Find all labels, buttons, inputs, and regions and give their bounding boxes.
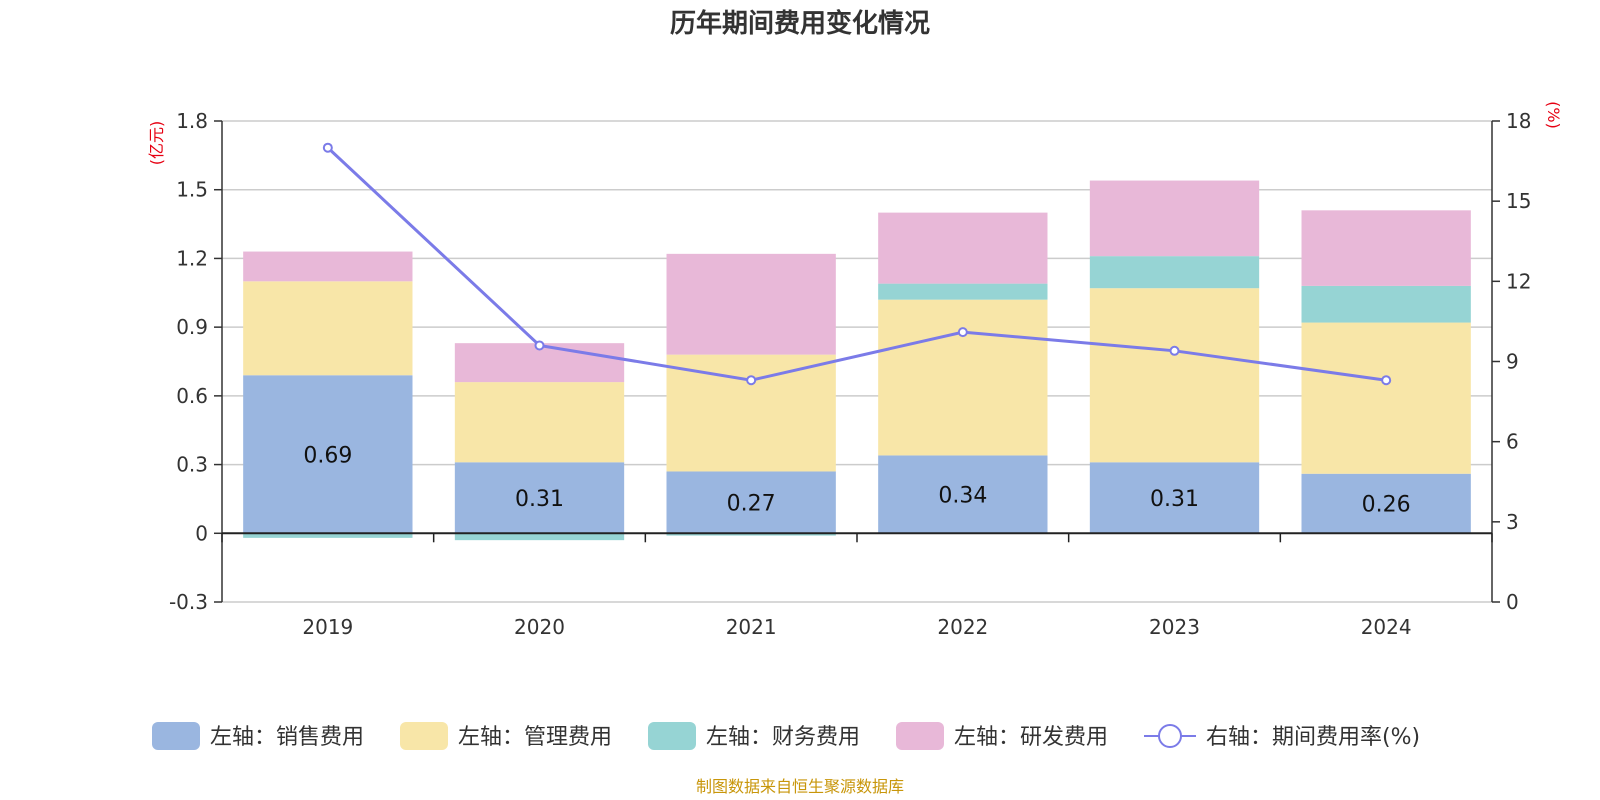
legend-label: 右轴：期间费用率(%) [1206,725,1420,750]
left-axis-unit: (亿元) [147,121,166,166]
bar-segment [454,382,625,463]
bar-segment [1301,210,1471,286]
left-axis-tick-label: 0.9 [176,315,208,339]
left-axis-tick-label: 1.5 [176,178,208,202]
legend-swatch [152,722,200,750]
bar-segment [1089,462,1260,534]
bar-segment [878,212,1048,284]
legend-label: 左轴：研发费用 [954,725,1108,750]
bar-data-label: 0.26 [1362,493,1411,518]
bar-layer [243,180,1471,541]
expense-rate-point [1169,345,1180,356]
right-axis-tick-label: 12 [1506,269,1531,293]
legend-label: 左轴：销售费用 [210,725,364,750]
legend-swatch [896,722,944,750]
bar-segment [1301,322,1471,474]
expense-rate-point [322,142,333,153]
bar-segment [454,533,625,541]
legend-swatch [648,722,696,750]
bar-segment [243,281,413,376]
bar-data-label: 0.27 [727,491,776,516]
expense-rate-point [534,340,545,351]
line-layer [322,142,1392,386]
bar-segment [878,299,1048,456]
legend-label: 左轴：管理费用 [458,725,612,750]
bar-segment [878,455,1048,534]
right-axis-tick-label: 0 [1506,590,1519,614]
right-axis-tick-label: 18 [1506,109,1531,133]
x-axis-category-label: 2022 [937,615,988,639]
bar-data-label: 0.31 [1150,487,1199,512]
left-axis-tick-label: -0.3 [169,590,208,614]
expense-rate-line [326,146,1387,382]
bar-segment [878,283,1048,300]
bar-data-label: 0.69 [303,443,352,468]
data-source-note: 制图数据来自恒生聚源数据库 [696,777,904,796]
bar-segment [243,251,413,282]
axes: -0.3 0 0.3 0.6 0.9 1.2 1.5 1.8 0 3 6 9 12 15 18 2019 202… [169,109,1531,639]
bar-data-label: 0.31 [515,487,564,512]
x-axis-category-label: 2021 [726,615,777,639]
right-axis-tick-label: 6 [1506,430,1519,454]
right-axis-unit: (%) [1544,101,1563,129]
left-axis-tick-label: 0 [195,521,208,545]
chart-title: 历年期间费用变化情况 [670,8,930,39]
expense-rate-point [746,375,757,386]
data-label-layer: 0.69 0.31 0.27 0.34 0.31 0.26 [303,443,1410,517]
bar-data-label: 0.34 [938,483,987,508]
legend-swatch [400,722,448,750]
legend-label: 左轴：财务费用 [706,725,860,750]
x-axis-category-label: 2020 [514,615,565,639]
left-axis-tick-label: 0.3 [176,453,208,477]
bar-segment [666,533,836,536]
bar-segment [1089,288,1260,463]
bar-segment [666,471,836,534]
legend-line-marker [1158,724,1182,748]
left-axis-tick-label: 1.8 [176,109,208,133]
left-axis-tick-label: 1.2 [176,246,208,270]
bar-segment [1089,180,1260,257]
bar-segment [1089,256,1260,289]
right-axis-tick-label: 9 [1506,350,1519,374]
bar-segment [666,253,836,355]
expense-rate-point [957,327,968,338]
left-axis-tick-label: 0.6 [176,384,208,408]
legend: 左轴：销售费用 左轴：管理费用 左轴：财务费用 左轴：研发费用 右轴：期间费用率(%) [152,722,1420,750]
bar-segment [1301,473,1471,534]
bar-segment [666,354,836,472]
right-axis-tick-label: 3 [1506,510,1519,534]
bar-segment [454,462,625,534]
x-axis-category-label: 2024 [1361,615,1412,639]
right-axis-tick-label: 15 [1506,189,1531,213]
bar-segment [243,533,413,538]
expense-rate-point [1381,375,1392,386]
x-axis-category-label: 2023 [1149,615,1200,639]
bar-segment [1301,285,1471,323]
bar-segment [243,375,413,534]
x-axis-category-label: 2019 [302,615,353,639]
